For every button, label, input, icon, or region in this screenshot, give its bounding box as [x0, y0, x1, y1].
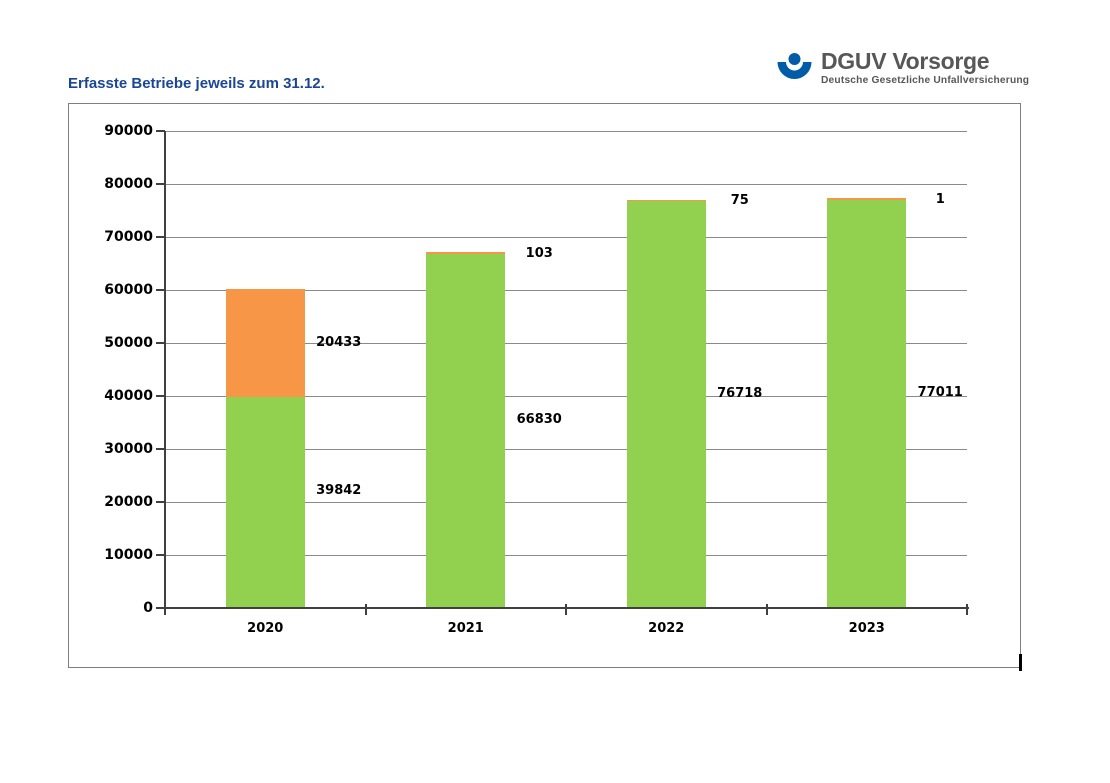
x-category-label: 2021: [447, 621, 484, 636]
y-axis-tick: [156, 130, 165, 132]
dguv-logo-text: DGUV Vorsorge Deutsche Gesetzliche Unfal…: [821, 48, 1029, 87]
data-label-green-2020: 39842: [316, 483, 362, 499]
logo-subtitle: Deutsche Gesetzliche Unfallversicherung: [821, 75, 1030, 86]
x-axis-line: [163, 607, 969, 609]
y-axis-tick-label: 50000: [104, 335, 153, 351]
data-label-orange-2020: 20433: [316, 334, 362, 350]
y-axis-tick: [156, 448, 165, 450]
y-axis-tick-label: 80000: [104, 176, 153, 192]
bar-segment-green-2020: [225, 396, 305, 608]
x-category-label: 2020: [247, 621, 284, 636]
y-axis-tick-label: 20000: [104, 494, 153, 510]
data-label-orange-2023: 1: [935, 191, 945, 207]
data-label-orange-2021: 103: [525, 245, 553, 261]
bar-segment-green-2021: [426, 253, 506, 608]
dguv-person-icon: [777, 53, 812, 79]
y-axis-tick: [156, 236, 165, 238]
x-axis-tick: [164, 604, 166, 615]
x-category-label: 2022: [648, 621, 685, 636]
data-label-green-2021: 66830: [516, 411, 562, 427]
gridline: [165, 554, 967, 556]
data-label-green-2023: 77011: [917, 384, 963, 400]
x-axis-tick: [765, 604, 768, 615]
bar-segment-green-2023: [827, 199, 907, 608]
gridline: [165, 501, 967, 503]
y-axis-tick-label: 40000: [104, 388, 153, 404]
y-axis-tick: [156, 289, 165, 291]
page-title: Erfasste Betriebe jeweils zum 31.12.: [68, 75, 325, 92]
gridline: [165, 236, 967, 238]
text-cursor-artifact: [1019, 654, 1022, 671]
y-axis-tick-label: 10000: [104, 547, 153, 563]
chart-frame: 0 10000 20000 30000 40000 50000 60000 70000 8000…: [68, 103, 1021, 668]
bar-segment-green-2022: [626, 201, 706, 608]
y-axis-tick: [156, 501, 165, 503]
bar-segment-orange-2021: [426, 252, 506, 254]
gridline: [165, 130, 967, 132]
dguv-logo: DGUV Vorsorge Deutsche Gesetzliche Unfal…: [776, 48, 1029, 87]
data-label-green-2022: 76718: [717, 385, 763, 401]
data-label-orange-2022: 75: [730, 193, 749, 209]
y-axis-tick: [156, 342, 165, 344]
gridline: [165, 289, 967, 291]
y-axis-tick-label: 90000: [104, 123, 153, 139]
y-axis-tick-label: 30000: [104, 441, 153, 457]
y-axis-tick: [156, 554, 165, 556]
gridline: [165, 395, 967, 397]
gridline: [165, 448, 967, 450]
gridline: [165, 183, 967, 185]
x-axis-tick: [364, 604, 367, 615]
y-axis-line: [164, 130, 166, 610]
y-axis-tick-label: 60000: [104, 282, 153, 298]
x-axis-tick: [966, 604, 968, 615]
y-axis-tick-label: 0: [143, 600, 153, 616]
x-category-label: 2023: [848, 621, 885, 636]
y-axis-tick: [156, 395, 165, 397]
logo-wordmark: DGUV Vorsorge: [821, 48, 990, 74]
y-axis-tick: [156, 607, 165, 609]
bar-segment-orange-2023: [827, 198, 907, 200]
bar-segment-orange-2020: [225, 288, 305, 397]
y-axis-tick-label: 70000: [104, 229, 153, 245]
x-axis-tick: [565, 604, 567, 615]
plot-area: 0 10000 20000 30000 40000 50000 60000 70000 8000…: [104, 123, 969, 636]
bar-segment-orange-2022: [626, 199, 706, 202]
y-axis-tick: [156, 183, 165, 185]
gridline: [165, 342, 967, 344]
